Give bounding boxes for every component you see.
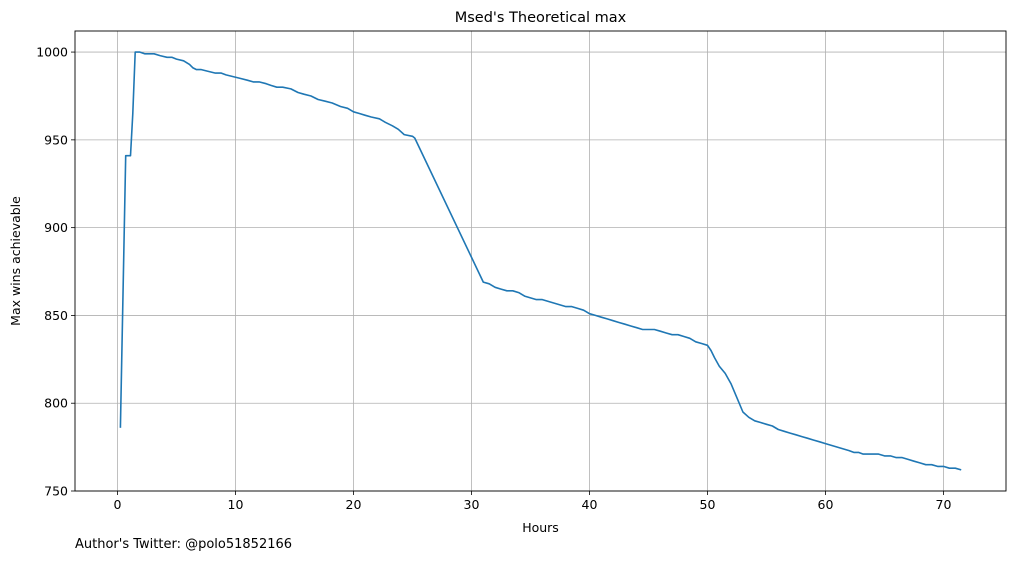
y-tick-label: 900 [44, 220, 68, 235]
x-tick-label: 70 [936, 497, 952, 512]
x-tick-label: 60 [818, 497, 834, 512]
y-tick-label: 950 [44, 132, 68, 147]
y-axis-ticks: 750 800 850 900 950 1000 [36, 45, 75, 499]
x-tick-label: 40 [582, 497, 598, 512]
x-tick-label: 10 [228, 497, 244, 512]
author-credit: Author's Twitter: @polo51852166 [75, 537, 293, 552]
plot-frame [74, 30, 1007, 492]
y-tick-label: 1000 [36, 45, 68, 60]
series-group [119, 51, 962, 471]
x-tick-label: 30 [464, 497, 480, 512]
x-tick-label: 50 [700, 497, 716, 512]
y-tick-label: 750 [44, 484, 68, 499]
y-axis-label: Max wins achievable [8, 196, 23, 326]
y-tick-label: 800 [44, 396, 68, 411]
x-tick-label: 0 [114, 497, 122, 512]
grid-lines [75, 31, 1006, 492]
x-tick-label: 20 [346, 497, 362, 512]
x-axis-label: Hours [522, 520, 559, 535]
chart-title: Msed's Theoretical max [455, 10, 627, 26]
series-line-0 [119, 51, 962, 471]
x-axis-ticks: 0 10 20 30 40 50 60 70 [114, 491, 952, 512]
y-tick-label: 850 [44, 308, 68, 323]
